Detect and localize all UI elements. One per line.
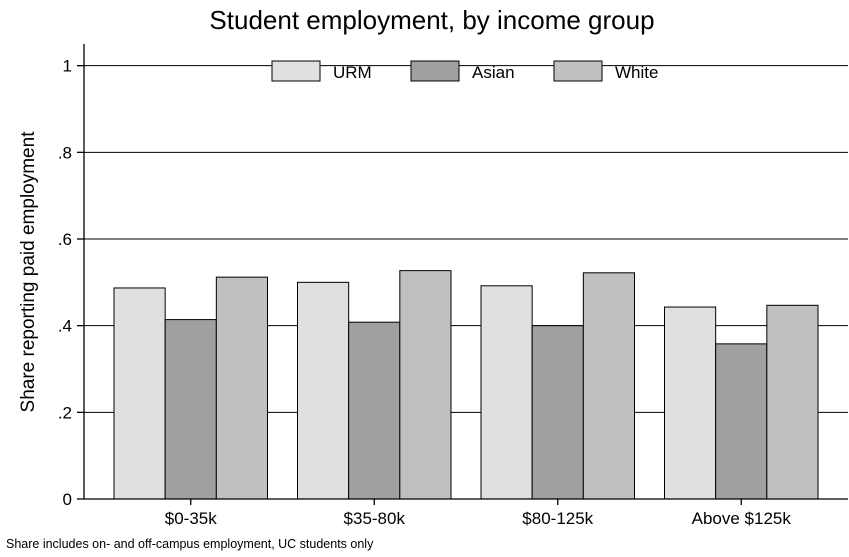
legend-label-asian: Asian bbox=[472, 63, 515, 82]
x-tick-label: $80-125k bbox=[522, 509, 593, 528]
y-tick-label: .2 bbox=[58, 403, 72, 422]
legend-label-white: White bbox=[615, 63, 658, 82]
bar-urm-4 bbox=[664, 306, 717, 500]
bar-asian-1 bbox=[164, 319, 217, 500]
y-axis-label: Share reporting paid employment bbox=[18, 131, 39, 413]
bar-urm-1 bbox=[113, 287, 166, 500]
legend-swatch-asian bbox=[410, 60, 460, 82]
bar-white-3 bbox=[582, 272, 635, 500]
y-tick-label: .4 bbox=[58, 317, 72, 336]
chart-title: Student employment, by income group bbox=[209, 5, 654, 35]
legend-label-urm: URM bbox=[333, 63, 372, 82]
y-tick-label: .8 bbox=[58, 143, 72, 162]
bar-asian-3 bbox=[531, 325, 584, 500]
x-tick-label: $0-35k bbox=[165, 509, 217, 528]
bar-urm-2 bbox=[297, 281, 350, 500]
legend: URM Asian White bbox=[271, 60, 658, 82]
bar-white-4 bbox=[766, 304, 819, 500]
axes: 0 .2 .4 .6 .8 1 $0-35k $35-80k $80-125k Above $12… bbox=[58, 44, 848, 528]
bar-asian-2 bbox=[348, 321, 401, 500]
bars bbox=[113, 270, 819, 500]
y-tick-label: .6 bbox=[58, 230, 72, 249]
bar-asian-4 bbox=[715, 343, 768, 500]
bar-white-2 bbox=[399, 270, 452, 500]
x-tick-label: $35-80k bbox=[344, 509, 406, 528]
bar-urm-3 bbox=[480, 285, 533, 500]
y-tick-label: 0 bbox=[63, 490, 72, 509]
y-tick-label: 1 bbox=[63, 57, 72, 76]
chart-note: Share includes on- and off-campus employ… bbox=[6, 537, 374, 551]
legend-swatch-white bbox=[553, 60, 603, 82]
bar-white-1 bbox=[215, 276, 268, 500]
x-tick-label: Above $125k bbox=[692, 509, 792, 528]
legend-swatch-urm bbox=[271, 60, 321, 82]
